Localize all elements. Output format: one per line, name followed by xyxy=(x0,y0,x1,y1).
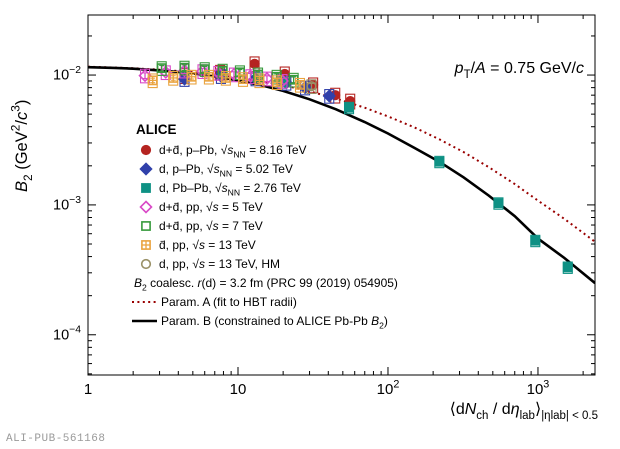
marker-square xyxy=(217,65,228,76)
x-tick-label: 1 xyxy=(84,381,92,398)
series-d-PbPb-276 xyxy=(276,76,573,274)
y-axis-title: B2 (GeV2/c3) xyxy=(9,100,35,192)
x-tick-label: 103 xyxy=(527,378,550,398)
marker-circle xyxy=(140,144,152,156)
pt-annotation: pT/A = 0.75 GeV/c xyxy=(454,60,584,81)
marker-diamond xyxy=(322,89,336,103)
y-tick-label: 10−4 xyxy=(53,325,81,344)
marker-square xyxy=(156,63,167,74)
marker-diamond xyxy=(139,162,153,176)
legend-note: B2 coalesc. r(d) = 3.2 fm (PRC 99 (2019)… xyxy=(134,276,398,293)
series-d-pp-13-hm xyxy=(306,79,317,94)
x-axis-title: ⟨dNch / dηlab⟩|ηlab| < 0.5 xyxy=(450,401,598,422)
legend-item-d-pPb-816 xyxy=(140,144,152,156)
marker-circle xyxy=(140,258,152,270)
legend-item-d-pp-7 xyxy=(141,221,151,231)
axis-ticks xyxy=(87,15,595,375)
legend-label: d, Pb–Pb, √sNN = 2.76 TeV xyxy=(159,181,301,198)
marker-square xyxy=(530,235,541,246)
x-tick-label: 10 xyxy=(230,381,247,398)
legend-item-d-PbPb-276 xyxy=(141,183,151,193)
marker-square xyxy=(141,221,151,231)
legend-label: Param. A (fit to HBT radii) xyxy=(161,295,297,309)
marker-square xyxy=(434,156,445,167)
marker-diamond xyxy=(139,200,153,214)
marker-circle xyxy=(249,58,260,69)
legend-label: d, p–Pb, √sNN = 5.02 TeV xyxy=(159,162,293,179)
legend-item-d-pPb-502 xyxy=(139,162,153,176)
legend-label: d+d̄, pp, √s = 7 TeV xyxy=(159,219,263,233)
legend-label: d+d̄, p–Pb, √sNN = 8.16 TeV xyxy=(159,143,307,160)
plot-frame xyxy=(87,14,596,376)
y-tick-label: 10−2 xyxy=(53,65,81,84)
legend-label: Param. B (constrained to ALICE Pb-Pb B2) xyxy=(161,314,388,331)
y-tick-label: 10−3 xyxy=(53,195,81,214)
legend-item-dbar-pp-13 xyxy=(141,240,151,250)
marker-square xyxy=(179,62,190,73)
legend xyxy=(132,144,157,323)
legend-item-d-pp-13-hm xyxy=(140,258,152,270)
marker-square xyxy=(141,183,151,193)
legend-label: d+d̄, pp, √s = 5 TeV xyxy=(159,200,263,214)
marker-square xyxy=(344,102,354,113)
legend-header: ALICE xyxy=(136,122,177,137)
series-dbar-pp-13 xyxy=(147,69,306,93)
legend-label: d, pp, √s = 13 TeV, HM xyxy=(159,257,280,271)
marker-square xyxy=(493,198,504,209)
marker-circle xyxy=(306,81,317,92)
legend-item-d-pp-5 xyxy=(139,200,153,214)
marker-square xyxy=(288,74,299,85)
legend-label: d̄, pp, √s = 13 TeV xyxy=(159,238,256,252)
marker-square xyxy=(562,262,573,273)
watermark: ALI-PUB-561168 xyxy=(6,433,106,445)
x-tick-label: 102 xyxy=(377,378,400,398)
